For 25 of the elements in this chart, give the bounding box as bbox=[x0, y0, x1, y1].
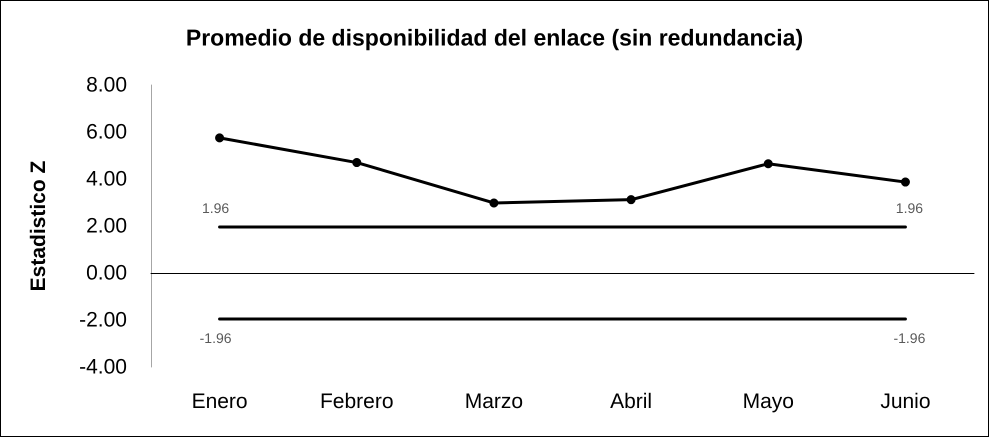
y-tick-label: -4.00 bbox=[79, 356, 127, 378]
point bbox=[626, 195, 636, 204]
y-tick-label: 0.00 bbox=[86, 262, 127, 284]
y-tick-label: 8.00 bbox=[86, 74, 127, 96]
point bbox=[215, 133, 224, 142]
point bbox=[489, 198, 498, 208]
x-tick-label: Junio bbox=[880, 390, 931, 413]
x-tick-label: Mayo bbox=[742, 390, 794, 413]
point bbox=[352, 158, 362, 168]
data-label: -1.96 bbox=[200, 330, 232, 346]
data-label: -1.96 bbox=[893, 330, 926, 346]
y-axis-title: Estadistico Z bbox=[27, 160, 50, 292]
x-tick-label: Marzo bbox=[464, 390, 524, 413]
data-label: 1.96 bbox=[202, 200, 230, 216]
y-tick-label: 2.00 bbox=[86, 214, 127, 238]
point bbox=[764, 159, 773, 168]
y-tick-label: 4.00 bbox=[86, 168, 127, 190]
x-tick-label: Enero bbox=[192, 390, 248, 413]
data-label: 1.96 bbox=[896, 200, 924, 216]
x-tick-label: Febrero bbox=[320, 390, 394, 413]
chart-title: Promedio de disponibilidad del enlace (sin redundancia) bbox=[186, 24, 804, 50]
y-tick-label: 6.00 bbox=[86, 120, 127, 144]
y-tick-label: -2.00 bbox=[79, 308, 127, 332]
x-tick-label: Abril bbox=[610, 390, 652, 413]
point bbox=[900, 178, 910, 187]
